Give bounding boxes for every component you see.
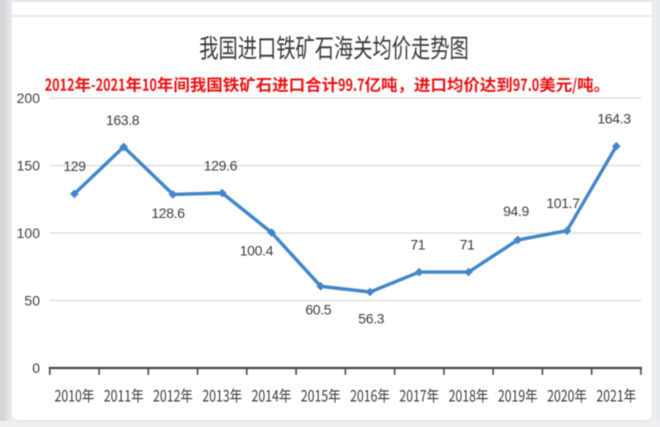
svg-text:129: 129 [63,158,86,174]
svg-text:200: 200 [17,90,41,106]
svg-text:164.3: 164.3 [597,111,631,127]
svg-text:101.7: 101.7 [546,195,580,211]
svg-text:150: 150 [17,158,41,174]
svg-text:71: 71 [410,237,425,253]
svg-text:60.5: 60.5 [305,301,331,317]
svg-text:0: 0 [32,360,40,376]
svg-text:94.9: 94.9 [503,203,529,219]
svg-text:100.4: 100.4 [240,243,274,259]
svg-text:56.3: 56.3 [358,310,384,326]
svg-text:50: 50 [24,293,40,309]
svg-text:129.6: 129.6 [204,158,238,174]
svg-text:163.8: 163.8 [106,112,140,128]
svg-text:71: 71 [460,237,475,253]
svg-text:100: 100 [17,225,41,241]
svg-text:128.6: 128.6 [151,205,185,221]
